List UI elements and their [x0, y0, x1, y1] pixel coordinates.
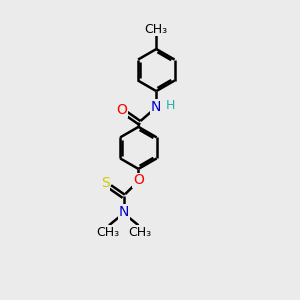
Text: N: N: [151, 100, 161, 114]
Text: N: N: [118, 205, 129, 219]
Text: CH₃: CH₃: [128, 226, 151, 239]
Text: CH₃: CH₃: [145, 22, 168, 36]
Text: H: H: [165, 99, 175, 112]
Text: O: O: [116, 103, 127, 117]
Text: S: S: [101, 176, 110, 190]
Text: O: O: [133, 173, 144, 188]
Text: CH₃: CH₃: [96, 226, 119, 239]
